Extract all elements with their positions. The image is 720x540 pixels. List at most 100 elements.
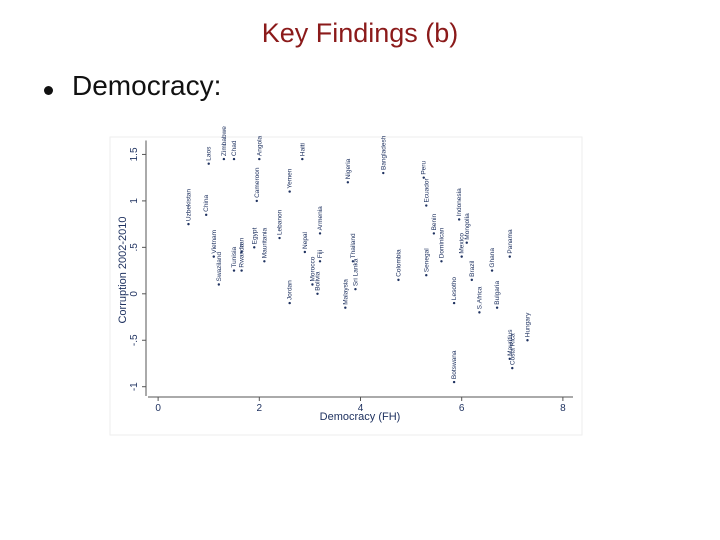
- point-label: Malaysia: [342, 279, 349, 305]
- y-tick-label: 1: [129, 198, 140, 204]
- point: [382, 171, 385, 175]
- point: [212, 255, 215, 258]
- point-label: Iran: [239, 237, 246, 249]
- point-label: Armenia: [317, 206, 324, 231]
- x-tick-label: 8: [560, 403, 566, 414]
- slide-title: Key Findings (b): [261, 18, 459, 48]
- point: [465, 241, 468, 244]
- point: [263, 260, 266, 263]
- point-label: Chad: [231, 140, 238, 156]
- point-label: Indonesia: [456, 188, 463, 217]
- point: [318, 232, 322, 235]
- point-label: Lebanon: [277, 209, 284, 235]
- point: [452, 301, 456, 305]
- bullet-dot: [44, 86, 53, 95]
- point-label: Benin: [431, 213, 438, 230]
- point: [346, 181, 350, 184]
- point-label: Mongolia: [464, 213, 471, 240]
- point: [232, 269, 236, 272]
- chart-frame: [109, 136, 583, 436]
- point-label: Bangladesh: [380, 135, 387, 170]
- point: [288, 190, 291, 193]
- point: [278, 236, 281, 240]
- point-label: Mexico: [459, 233, 466, 254]
- point: [470, 278, 474, 282]
- point-label: Fiji: [317, 250, 324, 258]
- point: [495, 306, 499, 309]
- point-label: Colombia: [395, 249, 402, 277]
- x-tick-label: 4: [358, 403, 364, 414]
- point: [301, 157, 304, 161]
- point-label: Botswana: [451, 350, 458, 379]
- point: [511, 366, 514, 370]
- point-label: Cameroon: [254, 167, 261, 198]
- point: [490, 269, 494, 272]
- point-label: Brazil: [469, 260, 476, 277]
- point: [344, 306, 347, 309]
- point-label: Haiti: [299, 143, 306, 156]
- point: [288, 301, 291, 305]
- point-label: Peru: [421, 161, 428, 175]
- point: [440, 260, 443, 263]
- point: [460, 255, 463, 258]
- x-axis-title: Democracy (FH): [320, 411, 401, 423]
- point: [397, 278, 400, 282]
- point: [240, 269, 243, 272]
- point-label: Tunisia: [231, 246, 238, 267]
- point-label: Ecuador: [423, 177, 430, 202]
- point: [508, 357, 511, 361]
- point-label: Bolivia: [314, 271, 321, 291]
- point-label: Bulgaria: [494, 281, 501, 305]
- x-tick-label: 6: [459, 403, 465, 414]
- point: [217, 283, 221, 286]
- point-label: Angola: [256, 135, 263, 156]
- point: [311, 283, 314, 286]
- point-label: Nepal: [302, 231, 309, 249]
- point-label: Zimbabwe: [221, 126, 228, 156]
- point: [204, 213, 208, 217]
- y-axis-title: Corruption 2002-2010: [117, 216, 129, 323]
- point: [303, 250, 307, 254]
- point: [508, 255, 511, 258]
- point-label: Panama: [507, 229, 514, 254]
- point-label: Vietnam: [211, 230, 218, 254]
- x-tick-label: 2: [257, 403, 263, 414]
- point: [425, 204, 428, 207]
- point: [452, 380, 456, 384]
- point: [354, 287, 357, 291]
- point: [258, 157, 261, 161]
- point-label: Costa Rica: [509, 333, 516, 365]
- point-label: Uzbekistan: [185, 189, 192, 222]
- point-label: Egypt: [251, 228, 258, 245]
- point-label: Yemen: [287, 168, 294, 188]
- x-tick-label: 0: [155, 403, 161, 414]
- y-tick-label: .5: [129, 243, 140, 252]
- point-label: Senegal: [423, 248, 430, 272]
- point-label: Laos: [206, 146, 213, 161]
- point-label: Sri Lanka: [352, 258, 359, 286]
- point-label: Mauritania: [261, 228, 268, 259]
- y-tick-label: -.5: [129, 334, 140, 346]
- point: [351, 260, 355, 263]
- point-label: Thailand: [350, 233, 357, 258]
- point: [207, 162, 210, 165]
- point-label: Rwanda: [239, 243, 246, 267]
- point: [232, 157, 236, 161]
- point: [187, 222, 190, 226]
- point: [425, 274, 428, 277]
- point-label: Jordan: [287, 280, 294, 300]
- point-label: China: [203, 194, 210, 211]
- y-tick-label: 1.5: [129, 147, 140, 161]
- point: [422, 176, 425, 179]
- point: [240, 250, 243, 254]
- point: [253, 246, 256, 249]
- point: [432, 232, 436, 235]
- point-label: Morocco: [309, 256, 316, 281]
- point-label: Hungary: [524, 312, 531, 337]
- point-label: Mauritius: [507, 329, 514, 356]
- point: [255, 199, 258, 203]
- point-label: Ghana: [489, 248, 496, 268]
- bullet-text: Democracy:: [72, 70, 222, 101]
